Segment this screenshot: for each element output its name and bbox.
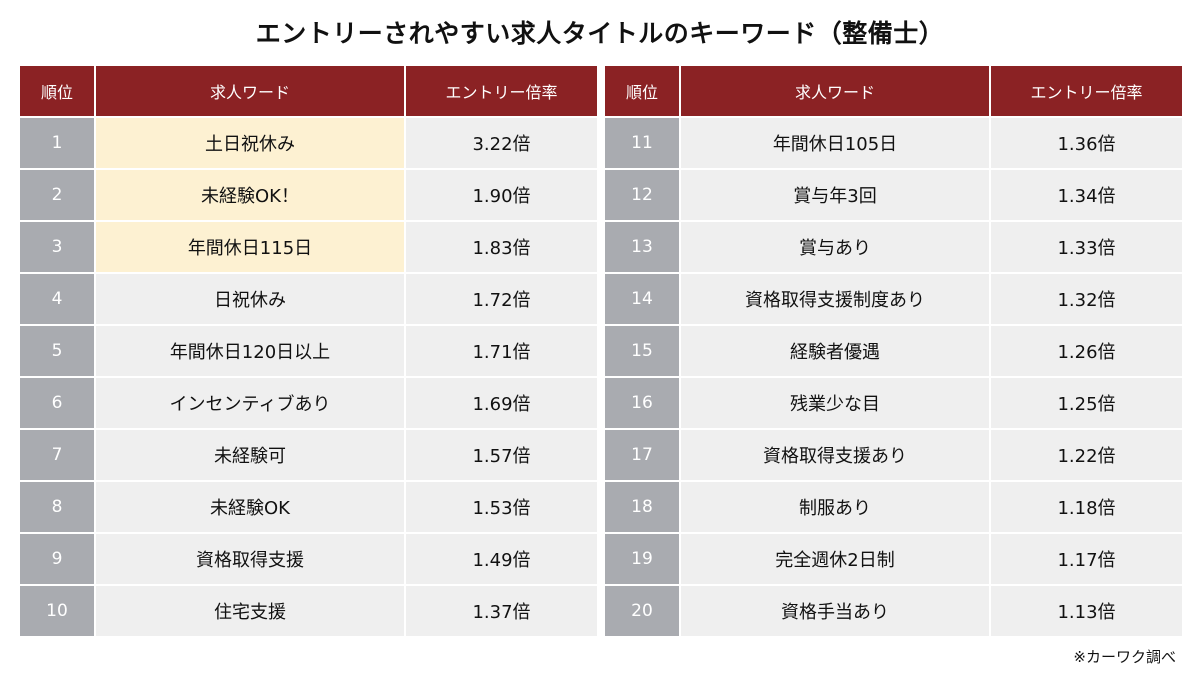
table-row: 14 資格取得支援制度あり 1.32倍 <box>603 272 1184 326</box>
rank-cell: 17 <box>603 428 681 482</box>
ranking-rows-left: 1 土日祝休み 3.22倍 2 未経験OK！ 1.90倍 3 年間休日115日 1.83倍 4 日祝… <box>18 116 599 638</box>
table-row: 16 残業少な目 1.25倍 <box>603 376 1184 430</box>
ratio-cell: 1.49倍 <box>404 532 599 586</box>
rank-cell: 12 <box>603 168 681 222</box>
ratio-cell: 1.71倍 <box>404 324 599 378</box>
table-row: 6 インセンティブあり 1.69倍 <box>18 376 599 430</box>
ratio-cell: 1.26倍 <box>989 324 1184 378</box>
ratio-cell: 1.53倍 <box>404 480 599 534</box>
table-header-row: 順位 求人ワード エントリー倍率 <box>603 64 1184 118</box>
ratio-cell: 1.25倍 <box>989 376 1184 430</box>
rank-cell: 4 <box>18 272 96 326</box>
keyword-cell: 賞与あり <box>679 220 991 274</box>
keyword-cell: 年間休日105日 <box>679 116 991 170</box>
keyword-cell: 年間休日115日 <box>94 220 406 274</box>
rank-cell: 10 <box>18 584 96 638</box>
keyword-cell: 資格取得支援 <box>94 532 406 586</box>
ratio-cell: 1.22倍 <box>989 428 1184 482</box>
table-row: 18 制服あり 1.18倍 <box>603 480 1184 534</box>
keyword-cell: 未経験OK！ <box>94 168 406 222</box>
ratio-cell: 1.17倍 <box>989 532 1184 586</box>
keyword-cell: 残業少な目 <box>679 376 991 430</box>
keyword-cell: 制服あり <box>679 480 991 534</box>
table-row: 17 資格取得支援あり 1.22倍 <box>603 428 1184 482</box>
ratio-cell: 1.36倍 <box>989 116 1184 170</box>
source-note: ※カーワク調べ <box>1073 648 1176 666</box>
ratio-cell: 1.83倍 <box>404 220 599 274</box>
keyword-cell: 完全週休2日制 <box>679 532 991 586</box>
ratio-cell: 1.34倍 <box>989 168 1184 222</box>
ratio-cell: 1.69倍 <box>404 376 599 430</box>
column-header-rank: 順位 <box>18 64 96 118</box>
rank-cell: 5 <box>18 324 96 378</box>
keyword-cell: 賞与年3回 <box>679 168 991 222</box>
rank-cell: 2 <box>18 168 96 222</box>
column-header-keyword: 求人ワード <box>679 64 991 118</box>
keyword-cell: 未経験OK <box>94 480 406 534</box>
ratio-cell: 1.72倍 <box>404 272 599 326</box>
table-row: 12 賞与年3回 1.34倍 <box>603 168 1184 222</box>
rank-cell: 6 <box>18 376 96 430</box>
keyword-cell: 住宅支援 <box>94 584 406 638</box>
table-row: 11 年間休日105日 1.36倍 <box>603 116 1184 170</box>
rank-cell: 3 <box>18 220 96 274</box>
rank-cell: 1 <box>18 116 96 170</box>
table-row: 2 未経験OK！ 1.90倍 <box>18 168 599 222</box>
ratio-cell: 1.32倍 <box>989 272 1184 326</box>
rank-cell: 15 <box>603 324 681 378</box>
rank-cell: 8 <box>18 480 96 534</box>
column-header-rank: 順位 <box>603 64 681 118</box>
keyword-cell: 日祝休み <box>94 272 406 326</box>
keyword-cell: 資格手当あり <box>679 584 991 638</box>
chart-title: エントリーされやすい求人タイトルのキーワード（整備士） <box>255 19 945 48</box>
table-row: 7 未経験可 1.57倍 <box>18 428 599 482</box>
keyword-cell: インセンティブあり <box>94 376 406 430</box>
rank-cell: 20 <box>603 584 681 638</box>
table-row: 5 年間休日120日以上 1.71倍 <box>18 324 599 378</box>
ratio-cell: 1.90倍 <box>404 168 599 222</box>
keyword-cell: 資格取得支援制度あり <box>679 272 991 326</box>
keyword-cell: 資格取得支援あり <box>679 428 991 482</box>
table-row: 9 資格取得支援 1.49倍 <box>18 532 599 586</box>
ratio-cell: 1.13倍 <box>989 584 1184 638</box>
rank-cell: 13 <box>603 220 681 274</box>
rank-cell: 11 <box>603 116 681 170</box>
ranking-rows-right: 11 年間休日105日 1.36倍 12 賞与年3回 1.34倍 13 賞与あり 1.33倍 14… <box>603 116 1184 638</box>
rank-cell: 16 <box>603 376 681 430</box>
ratio-cell: 1.18倍 <box>989 480 1184 534</box>
table-row: 8 未経験OK 1.53倍 <box>18 480 599 534</box>
table-row: 13 賞与あり 1.33倍 <box>603 220 1184 274</box>
ratio-cell: 1.37倍 <box>404 584 599 638</box>
table-row: 19 完全週休2日制 1.17倍 <box>603 532 1184 586</box>
rank-cell: 7 <box>18 428 96 482</box>
keyword-cell: 経験者優遇 <box>679 324 991 378</box>
table-header-row: 順位 求人ワード エントリー倍率 <box>18 64 599 118</box>
keyword-cell: 土日祝休み <box>94 116 406 170</box>
table-row: 10 住宅支援 1.37倍 <box>18 584 599 638</box>
table-row: 20 資格手当あり 1.13倍 <box>603 584 1184 638</box>
keyword-cell: 年間休日120日以上 <box>94 324 406 378</box>
table-row: 1 土日祝休み 3.22倍 <box>18 116 599 170</box>
rank-cell: 9 <box>18 532 96 586</box>
keyword-cell: 未経験可 <box>94 428 406 482</box>
table-row: 3 年間休日115日 1.83倍 <box>18 220 599 274</box>
column-header-keyword: 求人ワード <box>94 64 406 118</box>
ratio-cell: 1.33倍 <box>989 220 1184 274</box>
rank-cell: 14 <box>603 272 681 326</box>
ratio-cell: 3.22倍 <box>404 116 599 170</box>
column-header-ratio: エントリー倍率 <box>404 64 599 118</box>
rank-cell: 18 <box>603 480 681 534</box>
table-row: 15 経験者優遇 1.26倍 <box>603 324 1184 378</box>
column-header-ratio: エントリー倍率 <box>989 64 1184 118</box>
ratio-cell: 1.57倍 <box>404 428 599 482</box>
table-row: 4 日祝休み 1.72倍 <box>18 272 599 326</box>
rank-cell: 19 <box>603 532 681 586</box>
ranking-table-left: 順位 求人ワード エントリー倍率 1 土日祝休み 3.22倍 2 未経験OK！ 1.90倍… <box>18 64 599 638</box>
ranking-table-right: 順位 求人ワード エントリー倍率 11 年間休日105日 1.36倍 12 賞与年3回 1… <box>603 64 1184 638</box>
